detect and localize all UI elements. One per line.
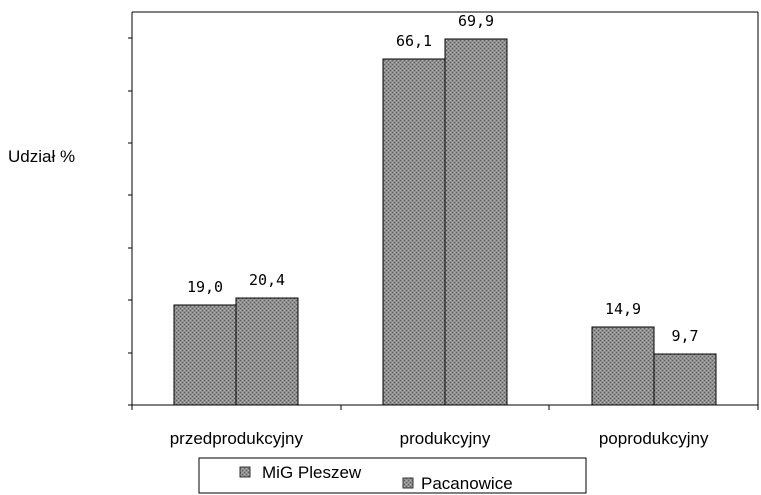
bar-mig-pleszew-1 [382, 58, 446, 406]
category-label: poprodukcyjny [599, 429, 709, 448]
legend-swatch [402, 477, 414, 489]
category-label: produkcyjny [400, 429, 491, 448]
data-label: 69,9 [458, 12, 494, 30]
data-label: 20,4 [249, 271, 285, 289]
legend-box [198, 457, 587, 494]
data-label: 19,0 [187, 278, 223, 296]
legend-label: MiG Pleszew [262, 463, 362, 482]
y-axis-ticks [128, 37, 132, 354]
legend: MiG Pleszew Pacanowice [198, 457, 587, 494]
bar-pacanowice-2 [653, 353, 717, 406]
bar-mig-pleszew-2 [591, 326, 655, 406]
data-label: 66,1 [396, 32, 432, 50]
legend-swatch [239, 466, 251, 478]
data-label: 9,7 [671, 327, 698, 345]
bar-pacanowice-0 [235, 297, 299, 406]
bar-pacanowice-1 [444, 38, 508, 406]
legend-label: Pacanowice [421, 474, 513, 493]
value-labels: 19,0 20,4 66,1 69,9 14,9 9,7 [187, 12, 699, 345]
category-labels: przedprodukcyjny produkcyjny poprodukcyjny [170, 429, 709, 448]
bars [173, 38, 717, 406]
data-label: 14,9 [605, 300, 641, 318]
y-axis-label: Udział % [8, 147, 75, 166]
bar-mig-pleszew-0 [173, 304, 237, 406]
x-axis-ticks [131, 405, 759, 410]
category-label: przedprodukcyjny [170, 429, 304, 448]
